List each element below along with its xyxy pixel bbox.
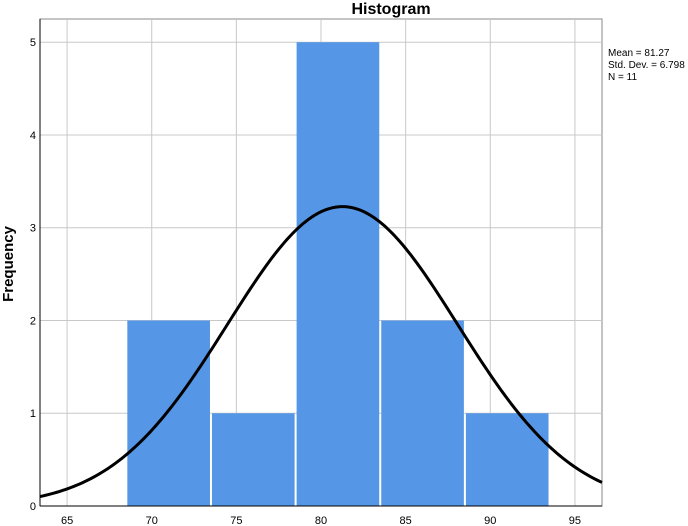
stats-mean: Mean = 81.27 (608, 48, 670, 59)
histogram-bar (211, 413, 295, 506)
y-tick-label: 2 (30, 315, 36, 327)
x-tick-label: 65 (61, 515, 73, 526)
x-tick-label: 80 (315, 515, 327, 526)
stats-n: N = 11 (608, 72, 637, 83)
x-tick-label: 90 (484, 515, 496, 526)
histogram-bar (296, 42, 380, 506)
chart-title: Histogram (351, 1, 430, 18)
y-tick-label: 0 (30, 501, 36, 513)
x-tick-label: 75 (230, 515, 242, 526)
histogram-bar (127, 320, 210, 506)
x-tick-label: 95 (569, 515, 581, 526)
y-tick-label: 4 (30, 130, 36, 142)
stats-std-dev: Std. Dev. = 6.798 (608, 60, 685, 71)
x-tick-label: 85 (400, 515, 412, 526)
y-tick-label: 5 (30, 37, 36, 49)
histogram-bar (381, 320, 464, 506)
histogram-bar (465, 413, 549, 506)
x-tick-label: 70 (146, 515, 158, 526)
plot-area: 65 70 75 80 85 90 95 0 1 2 3 4 5 (30, 18, 603, 526)
normal-curve (39, 205, 603, 499)
y-axis-label: Frequency (0, 225, 17, 302)
y-tick-label: 1 (30, 408, 36, 420)
y-tick-label: 3 (30, 223, 36, 235)
